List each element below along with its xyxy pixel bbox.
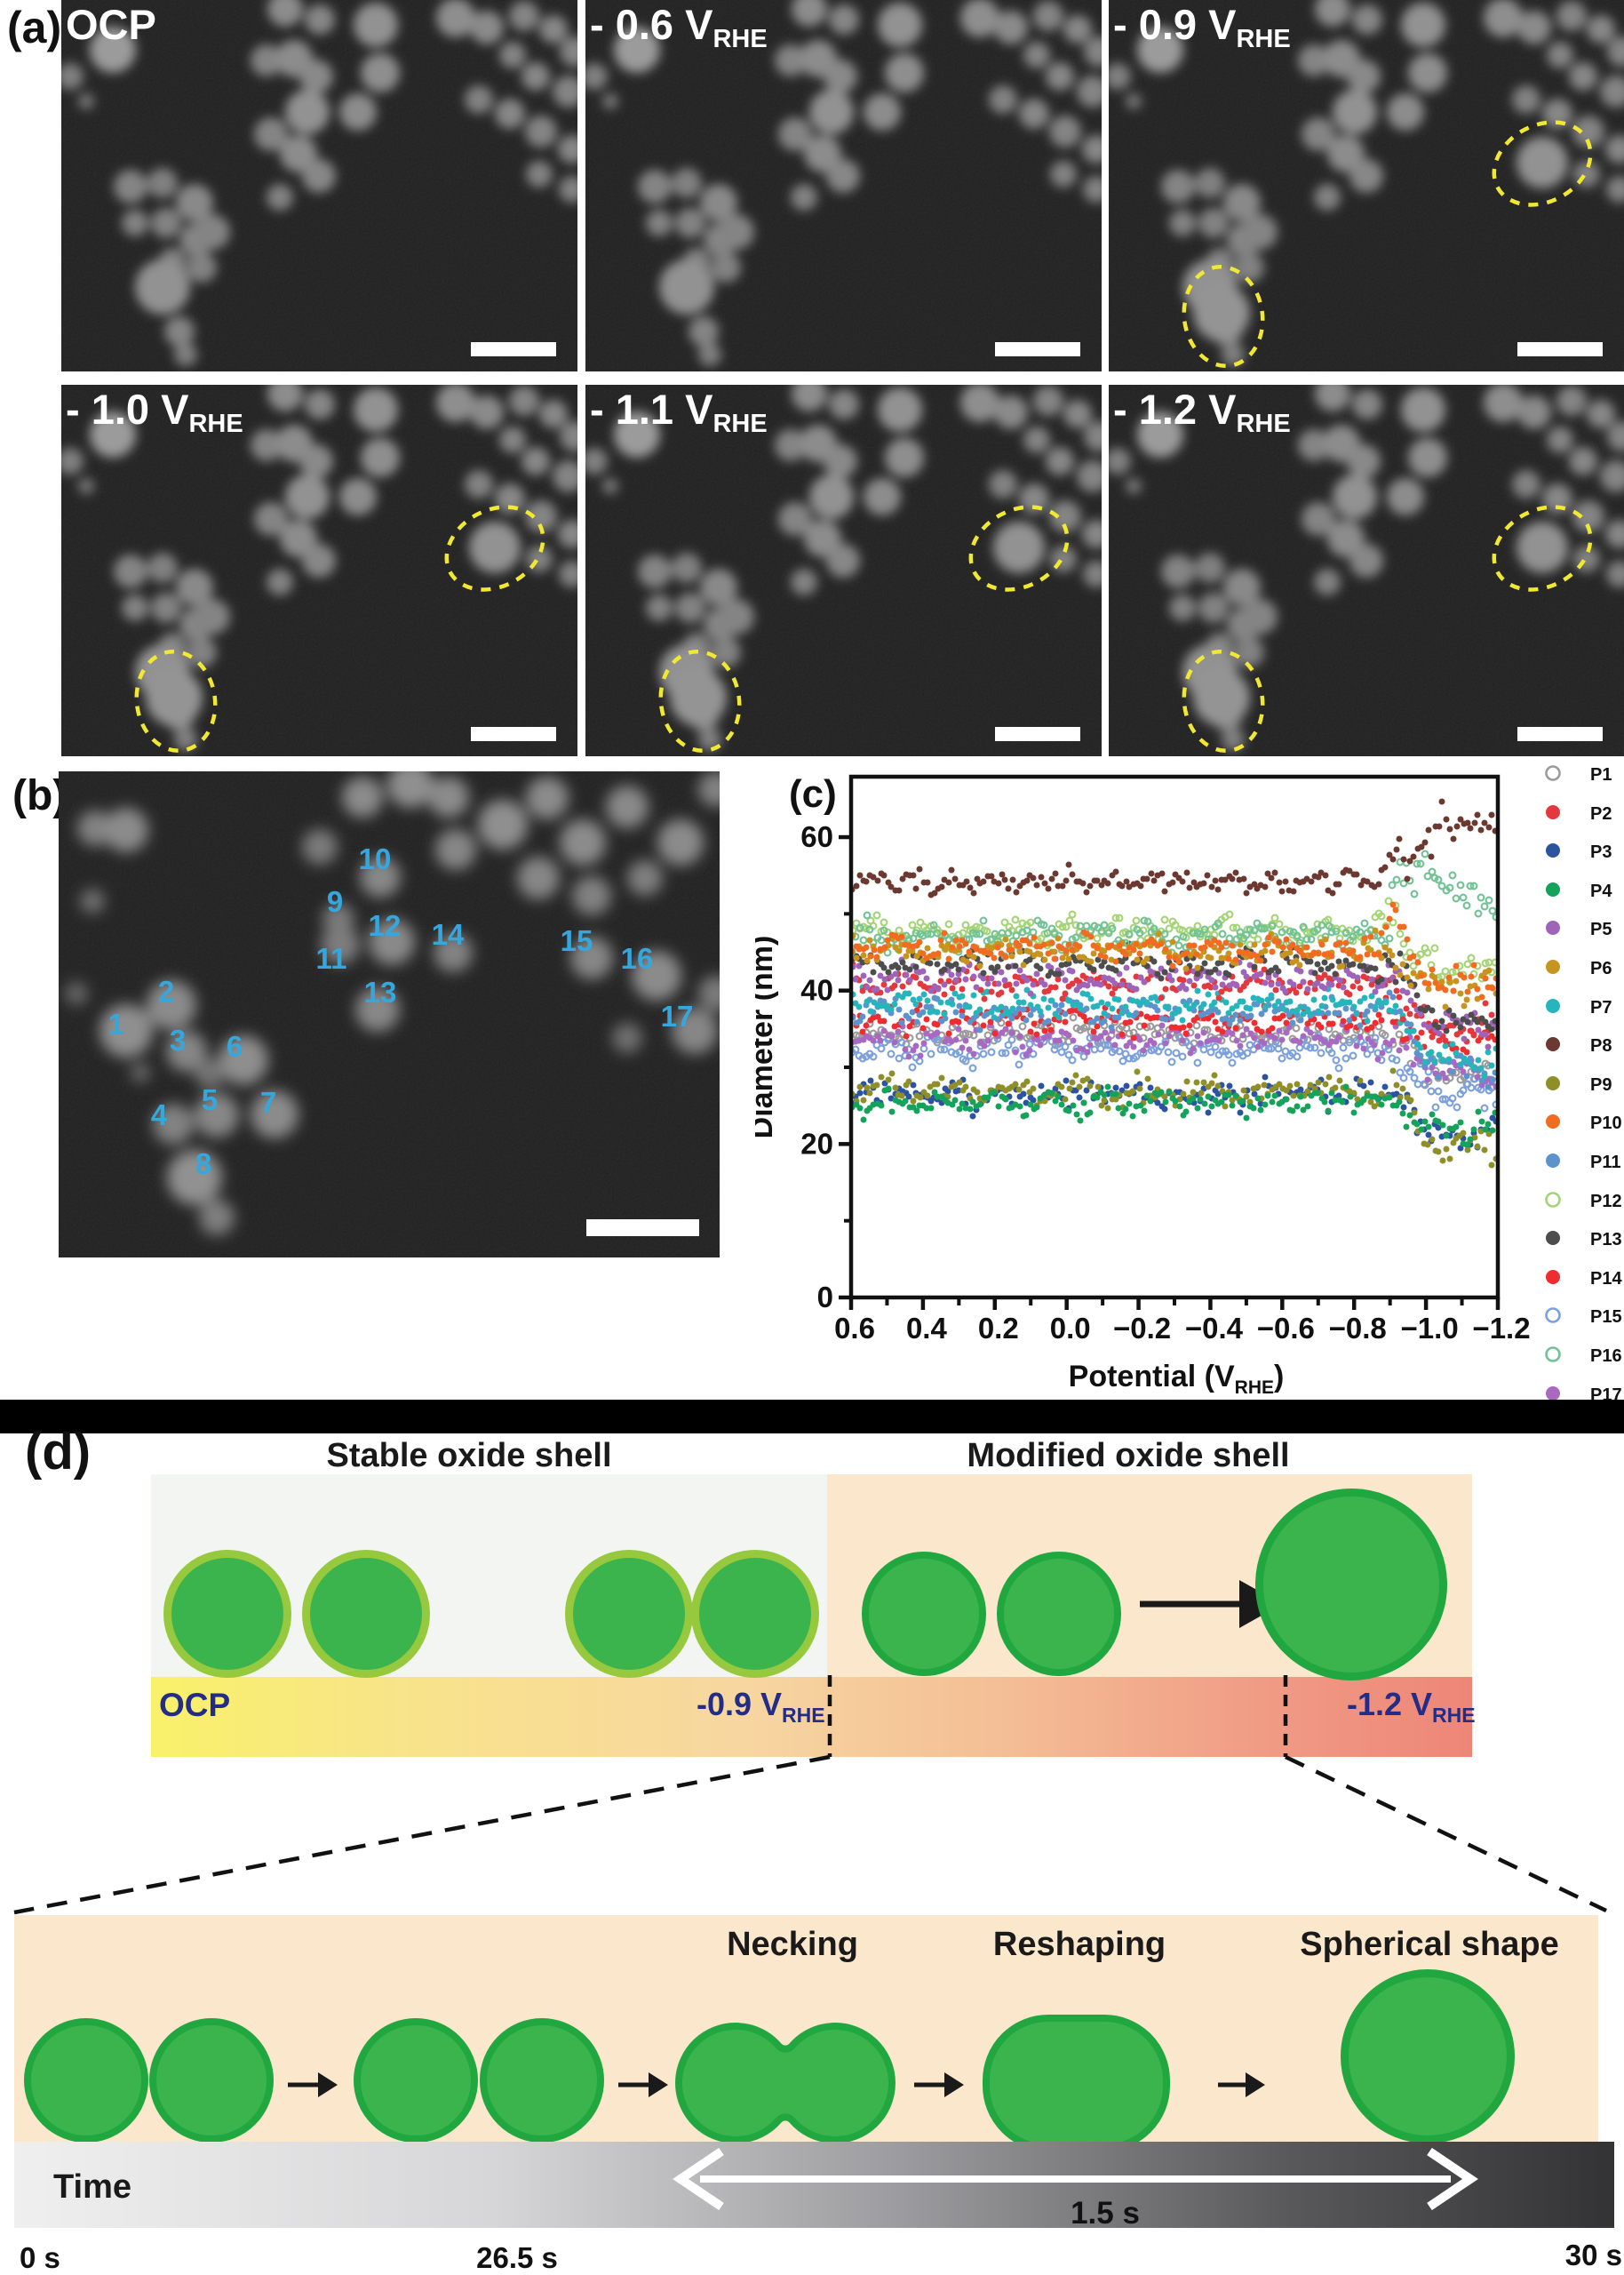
svg-text:P16: P16 (1590, 1346, 1622, 1366)
svg-text:-0.9 VRHE: -0.9 VRHE (697, 1686, 825, 1727)
svg-text:P2: P2 (1590, 804, 1612, 824)
svg-text:Reshaping: Reshaping (993, 1926, 1166, 1963)
svg-text:−1.0: −1.0 (1401, 1312, 1459, 1345)
svg-text:P13: P13 (1590, 1230, 1622, 1249)
svg-text:0.2: 0.2 (978, 1312, 1019, 1345)
svg-text:P12: P12 (1590, 1192, 1622, 1211)
svg-text:P3: P3 (1590, 842, 1612, 862)
svg-text:Necking: Necking (727, 1926, 858, 1963)
svg-text:13: 13 (364, 976, 397, 1009)
svg-text:P9: P9 (1590, 1075, 1612, 1095)
svg-text:P6: P6 (1590, 959, 1612, 978)
svg-text:- 1.1 VRHE: - 1.1 VRHE (590, 386, 768, 438)
svg-text:−1.2: −1.2 (1472, 1312, 1530, 1345)
svg-text:P15: P15 (1590, 1307, 1622, 1327)
svg-text:10: 10 (359, 842, 392, 875)
svg-text:P4: P4 (1590, 882, 1612, 901)
svg-text:40: 40 (800, 974, 833, 1007)
svg-text:1.5 s: 1.5 s (1071, 2196, 1140, 2231)
svg-text:14: 14 (432, 918, 465, 951)
svg-text:0.0: 0.0 (1050, 1312, 1091, 1345)
svg-text:Diameter (nm): Diameter (nm) (755, 936, 779, 1139)
svg-text:−0.6: −0.6 (1257, 1312, 1315, 1345)
svg-text:5: 5 (202, 1083, 218, 1116)
svg-text:0 s: 0 s (20, 2241, 60, 2274)
svg-text:Time: Time (53, 2168, 131, 2206)
svg-text:P14: P14 (1590, 1269, 1622, 1289)
svg-text:11: 11 (316, 942, 347, 975)
svg-text:OCP: OCP (159, 1687, 230, 1723)
svg-text:0.6: 0.6 (834, 1312, 875, 1345)
svg-text:Modified oxide shell: Modified oxide shell (967, 1437, 1289, 1474)
svg-text:4: 4 (151, 1098, 168, 1131)
svg-text:15: 15 (561, 924, 593, 957)
svg-text:20: 20 (800, 1127, 833, 1160)
svg-text:P10: P10 (1590, 1114, 1622, 1133)
svg-text:2: 2 (158, 975, 174, 1008)
svg-text:0.4: 0.4 (906, 1312, 948, 1345)
svg-text:7: 7 (260, 1086, 276, 1119)
svg-text:Potential (VRHE): Potential (VRHE) (1069, 1360, 1285, 1398)
svg-text:P5: P5 (1590, 920, 1612, 939)
svg-text:12: 12 (369, 909, 402, 942)
svg-text:Spherical shape: Spherical shape (1300, 1926, 1558, 1963)
svg-text:P1: P1 (1590, 765, 1612, 785)
svg-text:30 s: 30 s (1565, 2239, 1622, 2271)
svg-text:6: 6 (227, 1030, 243, 1063)
svg-text:OCP: OCP (66, 1, 156, 48)
svg-text:−0.8: −0.8 (1329, 1312, 1387, 1345)
svg-text:16: 16 (621, 942, 654, 975)
svg-text:P11: P11 (1590, 1153, 1620, 1172)
svg-text:P7: P7 (1590, 998, 1612, 1018)
svg-text:(c): (c) (789, 772, 837, 816)
svg-text:−0.4: −0.4 (1185, 1312, 1244, 1345)
svg-text:P8: P8 (1590, 1036, 1612, 1056)
svg-text:1: 1 (108, 1008, 124, 1041)
svg-text:(d): (d) (25, 1423, 91, 1481)
svg-text:0: 0 (817, 1281, 833, 1313)
svg-text:8: 8 (195, 1147, 211, 1180)
svg-text:Stable oxide shell: Stable oxide shell (327, 1437, 612, 1474)
svg-text:3: 3 (170, 1024, 186, 1057)
svg-text:26.5 s: 26.5 s (476, 2241, 558, 2274)
svg-text:−0.2: −0.2 (1113, 1312, 1171, 1345)
svg-text:- 1.0 VRHE: - 1.0 VRHE (66, 386, 243, 438)
svg-text:60: 60 (800, 820, 833, 853)
svg-text:17: 17 (661, 1000, 694, 1033)
svg-text:9: 9 (327, 885, 343, 918)
